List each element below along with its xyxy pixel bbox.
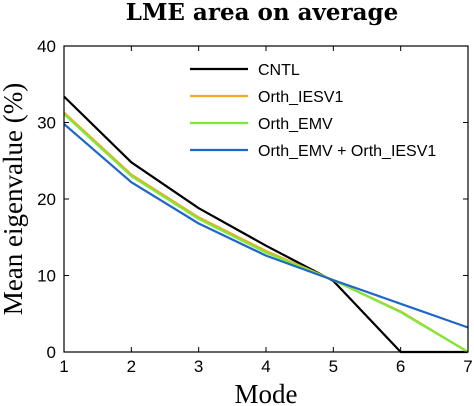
y-tick-label: 10 bbox=[37, 267, 56, 286]
legend-label-1: CNTL bbox=[258, 62, 300, 79]
y-tick-label: 0 bbox=[47, 343, 56, 362]
chart-title: LME area on average bbox=[126, 0, 398, 26]
series-line-4 bbox=[63, 123, 469, 329]
x-tick-label: 5 bbox=[329, 357, 338, 376]
x-tick-label: 7 bbox=[463, 357, 472, 376]
legend-label-3: Orth_EMV bbox=[258, 116, 333, 133]
y-tick-label: 30 bbox=[37, 114, 56, 133]
legend-label-2: Orth_IESV1 bbox=[258, 89, 343, 106]
y-tick-label: 40 bbox=[37, 37, 56, 56]
x-tick-label: 3 bbox=[194, 357, 203, 376]
x-axis-ticks: 1 2 3 4 5 6 7 bbox=[59, 46, 473, 376]
legend-label-4: Orth_EMV + Orth_IESV1 bbox=[258, 143, 436, 160]
x-tick-label: 6 bbox=[396, 357, 405, 376]
x-tick-label: 2 bbox=[127, 357, 136, 376]
x-tick-label: 4 bbox=[261, 357, 270, 376]
y-axis-ticks: 0 10 20 30 40 bbox=[37, 37, 468, 362]
series-line-3 bbox=[63, 113, 469, 353]
x-axis-label: Mode bbox=[235, 379, 298, 406]
legend: CNTL Orth_IESV1 Orth_EMV Orth_EMV + Orth_IE… bbox=[180, 54, 462, 168]
y-axis-label: Mean eigenvalue (%) bbox=[0, 83, 28, 315]
y-tick-label: 20 bbox=[37, 190, 56, 209]
x-tick-label: 1 bbox=[59, 357, 68, 376]
